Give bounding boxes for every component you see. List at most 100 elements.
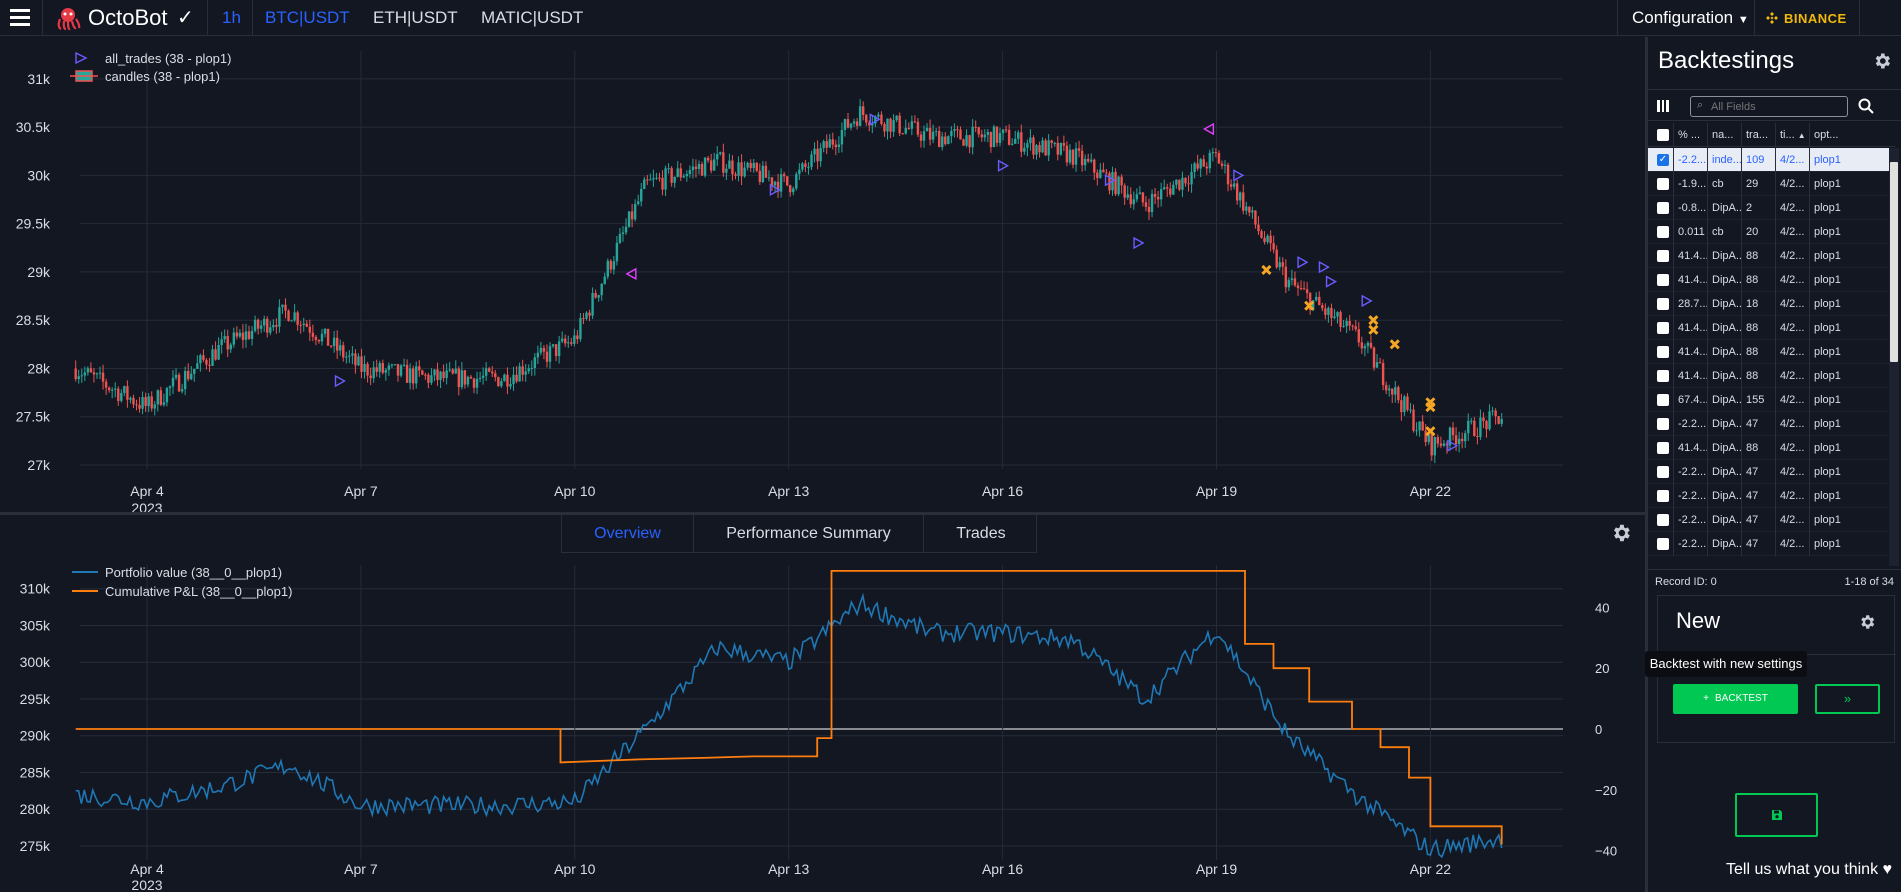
- price-candlestick-chart[interactable]: 31k 30.5k 30k 29.5k 29k 28.5k 28k 27.5k 27k Apr 4…: [0, 37, 1640, 513]
- table-row[interactable]: -0.8...DipA...24/2...plop1: [1648, 196, 1895, 220]
- row-checkbox[interactable]: [1657, 490, 1669, 502]
- candle: [1460, 432, 1464, 449]
- portfolio-x-tick: Apr 16: [982, 861, 1023, 877]
- row-checkbox[interactable]: [1657, 466, 1669, 478]
- candle: [1351, 324, 1354, 331]
- candle: [831, 132, 834, 150]
- table-row[interactable]: 41.4...DipA...884/2...plop1: [1648, 244, 1895, 268]
- table-row[interactable]: -2.2...DipA...474/2...plop1: [1648, 484, 1895, 508]
- table-row[interactable]: 41.4...DipA...884/2...plop1: [1648, 364, 1895, 388]
- row-checkbox[interactable]: [1657, 370, 1669, 382]
- candle: [989, 131, 993, 153]
- columns-icon[interactable]: [1657, 100, 1669, 112]
- candle: [375, 359, 378, 377]
- row-checkbox[interactable]: [1657, 538, 1669, 550]
- row-checkbox[interactable]: [1657, 442, 1669, 454]
- table-row[interactable]: 0.011 cb 20 4/2... plop1: [1648, 220, 1895, 244]
- column-header-options[interactable]: opt...: [1809, 123, 1849, 147]
- candle: [138, 397, 141, 413]
- grid-scrollbar[interactable]: [1889, 148, 1899, 566]
- candle: [1163, 179, 1166, 190]
- table-row[interactable]: -2.2...DipA...474/2...plop1: [1648, 508, 1895, 532]
- row-cell-name: DipA...: [1707, 316, 1741, 340]
- backtesting-settings-gear-icon[interactable]: [1872, 51, 1892, 71]
- brand-check-icon[interactable]: ✓: [177, 7, 194, 29]
- chart-divider[interactable]: [0, 512, 1645, 515]
- pair-tab-btc-usdt[interactable]: BTC|USDT: [265, 8, 350, 27]
- pair-tab-matic-usdt[interactable]: MATIC|USDT: [481, 8, 584, 27]
- search-field[interactable]: ⌕: [1690, 96, 1848, 117]
- chart-settings-gear-icon[interactable]: [1610, 522, 1632, 544]
- row-checkbox[interactable]: [1657, 346, 1669, 358]
- brand-title[interactable]: OctoBot: [88, 5, 168, 30]
- row-cell-opt: plop1: [1809, 436, 1849, 460]
- candle: [716, 146, 719, 167]
- table-row[interactable]: 41.4...DipA...884/2...plop1: [1648, 340, 1895, 364]
- table-row[interactable]: -2.2...DipA...474/2...plop1: [1648, 460, 1895, 484]
- table-row[interactable]: 41.4...DipA...884/2...plop1: [1648, 268, 1895, 292]
- row-cell-pct: -1.9...: [1673, 172, 1707, 196]
- row-checkbox[interactable]: [1657, 250, 1669, 262]
- candle: [427, 372, 430, 389]
- select-all-checkbox[interactable]: [1657, 129, 1669, 141]
- table-row[interactable]: -2.2...DipA...474/2...plop1: [1648, 532, 1895, 556]
- row-cell-time: 4/2...: [1775, 316, 1809, 340]
- row-checkbox[interactable]: ✓: [1657, 154, 1669, 166]
- table-row[interactable]: -2.2...DipA...474/2...plop1: [1648, 412, 1895, 436]
- save-button[interactable]: [1735, 793, 1818, 837]
- portfolio-y-tick: 280k: [20, 801, 51, 817]
- menu-icon[interactable]: [10, 9, 30, 27]
- row-checkbox[interactable]: [1657, 178, 1669, 190]
- candle: [269, 321, 272, 336]
- candle: [290, 319, 293, 322]
- table-row[interactable]: -1.9... cb 29 4/2... plop1: [1648, 172, 1895, 196]
- tab-trades[interactable]: Trades: [956, 525, 1006, 542]
- row-checkbox[interactable]: [1657, 202, 1669, 214]
- candle: [481, 367, 485, 385]
- row-cell-time: 4/2...: [1775, 484, 1809, 508]
- tab-performance-summary[interactable]: Performance Summary: [694, 515, 924, 553]
- column-header-percent[interactable]: % ...: [1673, 123, 1707, 147]
- timeframe-selector[interactable]: 1h: [222, 8, 241, 27]
- row-cell-trades: 88: [1741, 268, 1775, 292]
- binance-exchange-badge[interactable]: BINANCE: [1765, 9, 1847, 27]
- sidebar-title: Backtestings: [1658, 47, 1795, 74]
- column-header-time[interactable]: ti... ▲: [1775, 123, 1809, 147]
- table-row[interactable]: 41.4...DipA...884/2...plop1: [1648, 316, 1895, 340]
- new-backtest-settings-gear-icon[interactable]: [1858, 613, 1876, 631]
- tab-overview[interactable]: Overview: [562, 515, 694, 553]
- grid-scrollbar-thumb[interactable]: [1890, 162, 1898, 362]
- row-checkbox[interactable]: [1657, 322, 1669, 334]
- row-checkbox[interactable]: [1657, 394, 1669, 406]
- portfolio-pnl-chart[interactable]: 310k 305k 300k 295k 290k 285k 280k 275k 40 20 0 −20…: [0, 555, 1640, 892]
- pair-tab-eth-usdt[interactable]: ETH|USDT: [373, 8, 458, 27]
- column-header-trades[interactable]: tra...: [1741, 123, 1775, 147]
- search-input[interactable]: [1709, 99, 1844, 114]
- candle: [1187, 175, 1190, 192]
- feedback-link[interactable]: Tell us what you think ♥: [1726, 861, 1892, 879]
- row-checkbox[interactable]: [1657, 274, 1669, 286]
- candle: [764, 161, 768, 178]
- candle: [159, 386, 163, 407]
- fast-forward-button[interactable]: »: [1815, 684, 1880, 714]
- candle: [104, 378, 108, 395]
- candle: [618, 227, 622, 244]
- row-checkbox[interactable]: [1657, 514, 1669, 526]
- configuration-dropdown[interactable]: Configuration ▼: [1632, 0, 1749, 36]
- candle: [1470, 417, 1473, 425]
- backtest-button[interactable]: + BACKTEST: [1673, 684, 1798, 714]
- table-row[interactable]: 28.7...DipA...184/2...plop1: [1648, 292, 1895, 316]
- candle: [1074, 142, 1078, 172]
- row-checkbox[interactable]: [1657, 298, 1669, 310]
- candle: [1363, 343, 1367, 357]
- table-row[interactable]: ✓ -2.2... inde... 109 4/2... plop1: [1648, 148, 1895, 172]
- candle: [703, 156, 707, 178]
- row-checkbox[interactable]: [1657, 418, 1669, 430]
- table-row[interactable]: 41.4...DipA...884/2...plop1: [1648, 436, 1895, 460]
- search-icon[interactable]: [1858, 98, 1874, 114]
- candle: [992, 124, 996, 148]
- column-header-name[interactable]: na...: [1707, 123, 1741, 147]
- candle: [1354, 320, 1357, 332]
- row-checkbox[interactable]: [1657, 226, 1669, 238]
